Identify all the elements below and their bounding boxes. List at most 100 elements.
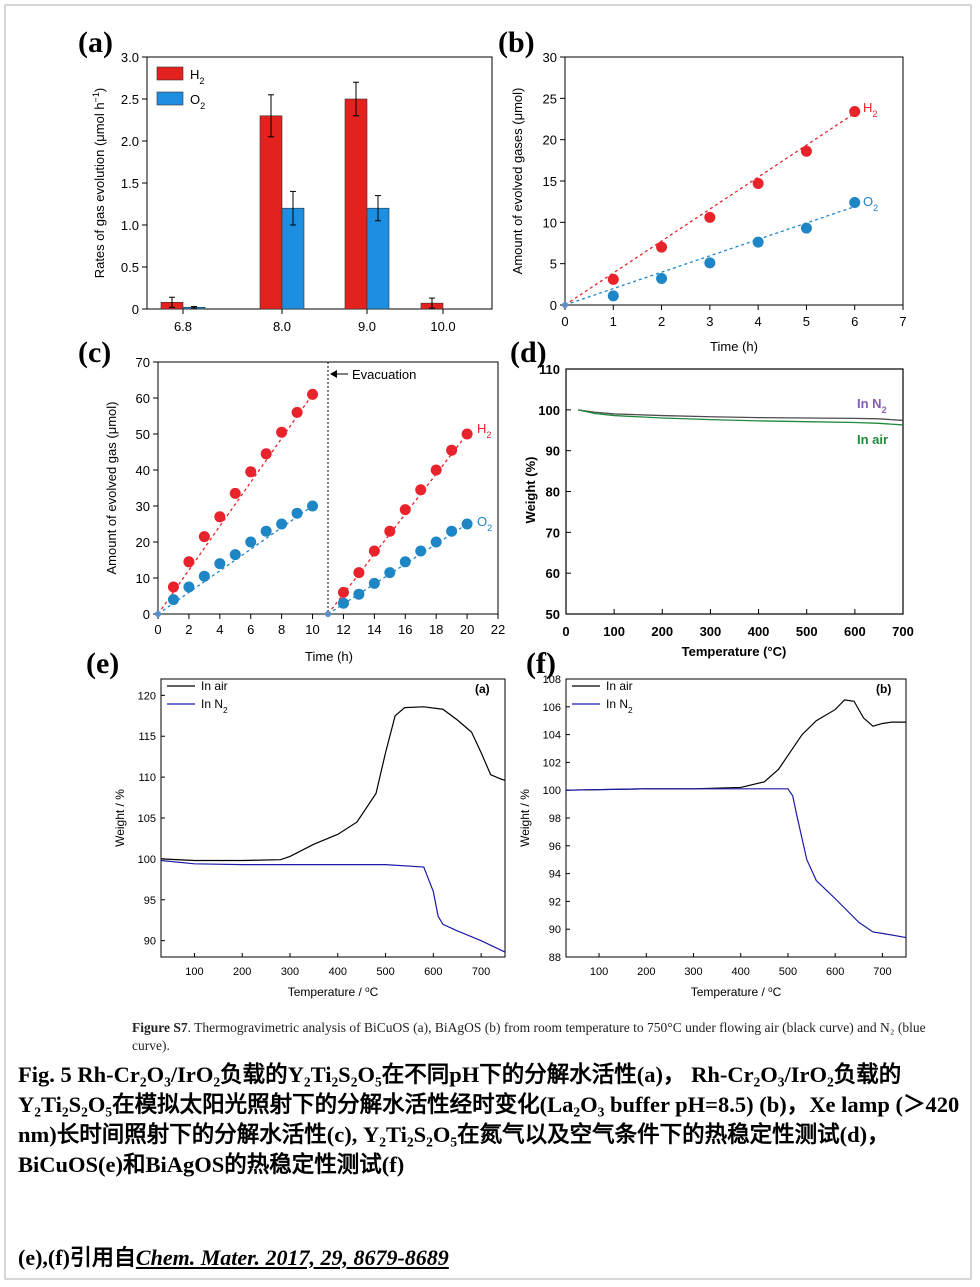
- c-ylabel: Amount of evolved gas (μmol): [104, 402, 119, 575]
- c-point-O: [276, 518, 288, 530]
- e-ytick-label: 90: [144, 936, 156, 948]
- f-ytick-label: 94: [549, 869, 561, 881]
- b-xtick-label: 0: [561, 314, 568, 329]
- e-legend-n2-label: In N2: [201, 697, 228, 715]
- e-ytick-label: 100: [138, 854, 156, 866]
- b-xtick-label: 2: [658, 314, 665, 329]
- c-point-H: [214, 511, 226, 523]
- b-ytick-label: 25: [543, 91, 557, 106]
- f-ytick-label: 98: [549, 813, 561, 825]
- c-xtick-label: 6: [247, 622, 254, 637]
- d-xtick-label: 0: [562, 624, 569, 639]
- e-xtick-label: 100: [185, 966, 203, 978]
- c-point-O: [198, 570, 210, 582]
- a-ytick-label: 0.5: [121, 260, 139, 275]
- f-xtick-label: 600: [826, 966, 844, 978]
- panel-label-a: (a): [78, 26, 113, 59]
- panel-label-d: (d): [510, 336, 547, 369]
- e-xtick-label: 500: [376, 966, 394, 978]
- f-xtick-label: 200: [637, 966, 655, 978]
- d-ytick-label: 50: [546, 607, 560, 622]
- d-ylabel: Weight (%): [523, 457, 538, 524]
- b-point-H: [849, 106, 861, 118]
- a-legend-h2-swatch: [156, 66, 184, 81]
- f-line-air: [565, 699, 906, 791]
- d-label-air: In air: [857, 432, 888, 447]
- d-ytick-label: 60: [546, 566, 560, 581]
- a-ytick-label: 2.0: [121, 134, 139, 149]
- c-xtick-label: 4: [216, 622, 223, 637]
- c-point-H: [260, 448, 272, 460]
- f-legend-air-label: In air: [606, 679, 633, 693]
- b-ytick-label: 30: [543, 50, 557, 65]
- f-ytick-label: 96: [549, 841, 561, 853]
- c-ytick-label: 40: [136, 463, 150, 478]
- c-fit-line-H: [157, 394, 314, 615]
- b-xtick-label: 7: [899, 314, 906, 329]
- d-line-In-air: [577, 409, 904, 426]
- c-ytick-label: 20: [136, 535, 150, 550]
- d-xtick-label: 300: [700, 624, 722, 639]
- e-inset-label: (a): [475, 682, 490, 696]
- b-point-O: [656, 273, 668, 285]
- b-point-H: [656, 241, 668, 253]
- e-xlabel: Temperature / oC: [288, 985, 379, 1000]
- c-point-O: [446, 525, 458, 537]
- c-point-O: [167, 594, 179, 606]
- c-point-H: [384, 525, 396, 537]
- f-inset-label: (b): [876, 682, 891, 696]
- c-xtick-label: 16: [398, 622, 412, 637]
- a-bar-H2-8.0: [259, 115, 283, 310]
- e-xtick-label: 600: [424, 966, 442, 978]
- f-ytick-label: 88: [549, 952, 561, 964]
- figure-frame: [4, 4, 972, 1280]
- citation-line: (e),(f)引用自Chem. Mater. 2017, 29, 8679-86…: [18, 1240, 449, 1272]
- c-series-label-h2: H2: [477, 421, 491, 440]
- c-ytick-label: 30: [136, 499, 150, 514]
- c-point-H: [353, 567, 365, 579]
- c-ytick-label: 70: [136, 355, 150, 370]
- b-fit-line-H: [564, 112, 856, 306]
- f-ytick-label: 106: [543, 702, 561, 714]
- d-ytick-label: 100: [538, 403, 560, 418]
- c-ytick-label: 50: [136, 427, 150, 442]
- c-point-H: [446, 444, 458, 456]
- c-point-H: [183, 556, 195, 568]
- c-point-H: [430, 464, 442, 476]
- d-xtick-label: 500: [796, 624, 818, 639]
- c-point-H: [167, 581, 179, 593]
- citation-prefix: (e),(f)引用自: [18, 1245, 136, 1270]
- f-xtick-label: 700: [873, 966, 891, 978]
- f-xtick-label: 500: [779, 966, 797, 978]
- b-point-H: [607, 273, 619, 285]
- b-point-H: [704, 211, 716, 223]
- a-legend-o2-label: O2: [190, 92, 205, 111]
- c-point-H: [461, 428, 473, 440]
- c-point-O: [384, 567, 396, 579]
- e-line-air: [160, 706, 506, 862]
- c-xtick-label: 8: [278, 622, 285, 637]
- c-point-O: [229, 549, 241, 561]
- e-ytick-label: 110: [138, 772, 156, 784]
- c-point-O: [245, 536, 257, 548]
- f-ytick-label: 100: [543, 785, 561, 797]
- c-xlabel: Time (h): [305, 649, 353, 664]
- c-evacuation-arrowhead: [330, 370, 337, 378]
- c-point-O: [368, 577, 380, 589]
- c-fit-line-H: [327, 433, 468, 615]
- b-point-O: [704, 257, 716, 269]
- c-xtick-label: 14: [367, 622, 381, 637]
- c-point-H: [198, 531, 210, 543]
- b-ytick-label: 5: [550, 257, 557, 272]
- f-xtick-label: 400: [732, 966, 750, 978]
- e-ytick-label: 95: [144, 895, 156, 907]
- a-legend-o2-swatch: [156, 91, 184, 106]
- d-xtick-label: 100: [603, 624, 625, 639]
- a-bar-O2-9.0: [366, 207, 390, 310]
- figure-s7-label: Figure S7: [132, 1020, 188, 1035]
- b-point-H: [800, 145, 812, 157]
- a-bar-H2-9.0: [344, 98, 368, 310]
- c-point-O: [260, 525, 272, 537]
- d-xtick-label: 200: [651, 624, 673, 639]
